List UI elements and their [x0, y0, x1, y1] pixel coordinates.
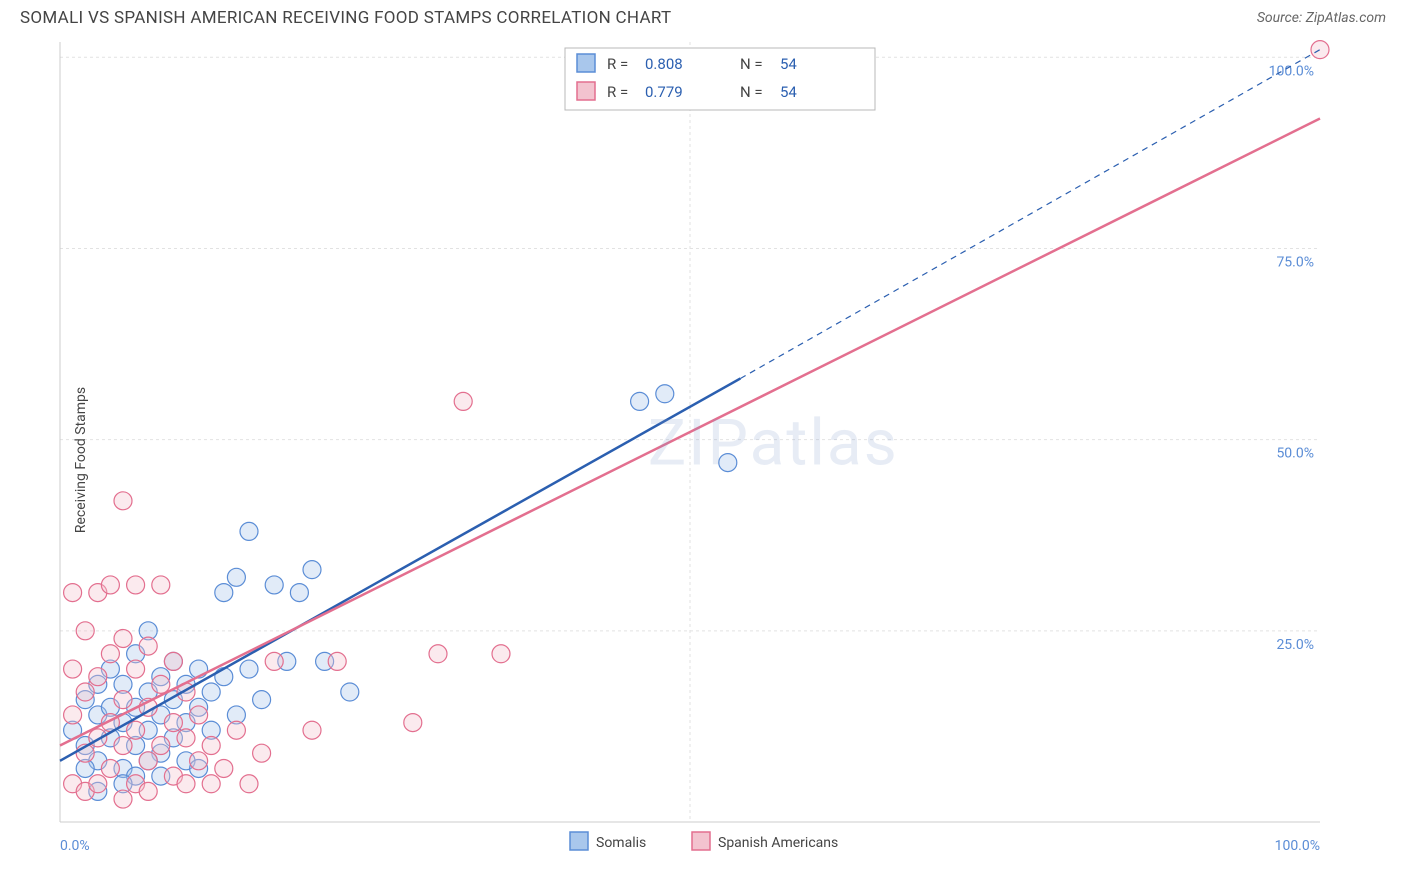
stats-n-label: N = [740, 83, 763, 101]
trend-line [60, 378, 740, 760]
data-point [202, 775, 220, 793]
data-point [114, 629, 132, 647]
data-point [114, 737, 132, 755]
data-point [290, 584, 308, 602]
data-point [139, 752, 157, 770]
data-point [631, 392, 649, 410]
data-point [190, 706, 208, 724]
stats-n-label: N = [740, 55, 763, 73]
data-point [253, 691, 271, 709]
data-point [429, 645, 447, 663]
data-point [139, 782, 157, 800]
data-point [164, 714, 182, 732]
data-point [404, 714, 422, 732]
data-point [454, 392, 472, 410]
data-point [240, 775, 258, 793]
stats-n-value: 54 [780, 83, 797, 101]
source-label: Source: ZipAtlas.com [1257, 10, 1386, 26]
data-point [240, 660, 258, 678]
data-point [64, 706, 82, 724]
y-tick-label: 75.0% [1276, 254, 1314, 270]
data-point [328, 652, 346, 670]
data-point [127, 721, 145, 739]
data-point [303, 721, 321, 739]
data-point [152, 737, 170, 755]
stats-r-value: 0.808 [645, 55, 683, 73]
data-point [341, 683, 359, 701]
data-point [89, 775, 107, 793]
data-point [76, 683, 94, 701]
data-point [215, 668, 233, 686]
data-point [139, 637, 157, 655]
y-tick-label: 25.0% [1276, 637, 1314, 653]
data-point [152, 675, 170, 693]
data-point [303, 561, 321, 579]
data-point [656, 385, 674, 403]
x-tick-label: 100.0% [1275, 838, 1320, 854]
chart-container: Receiving Food Stamps ZIPatlas 25.0%50.0… [0, 32, 1406, 888]
data-point [240, 522, 258, 540]
stats-r-label: R = [607, 55, 628, 73]
data-point [227, 568, 245, 586]
data-point [202, 683, 220, 701]
data-point [114, 492, 132, 510]
data-point [719, 454, 737, 472]
y-axis-label: Receiving Food Stamps [73, 387, 89, 533]
data-point [101, 576, 119, 594]
y-tick-label: 100.0% [1269, 63, 1314, 79]
data-point [164, 652, 182, 670]
stats-r-label: R = [607, 83, 628, 101]
data-point [127, 576, 145, 594]
data-point [127, 660, 145, 678]
data-point [202, 737, 220, 755]
stats-swatch [577, 54, 595, 72]
data-point [265, 652, 283, 670]
data-point [265, 576, 283, 594]
data-point [1311, 41, 1329, 59]
scatter-chart: 25.0% 50.0% 75.0% 100.0% 0.0% 100.0% Somalis Sp… [0, 32, 1406, 888]
stats-n-value: 54 [780, 55, 797, 73]
x-tick-label: 0.0% [60, 838, 90, 854]
stats-r-value: 0.779 [645, 83, 683, 101]
data-point [101, 645, 119, 663]
legend-label: Somalis [596, 835, 646, 851]
legend-swatch [692, 832, 710, 850]
stats-swatch [577, 82, 595, 100]
data-point [215, 759, 233, 777]
y-tick-label: 50.0% [1276, 446, 1314, 462]
data-point [492, 645, 510, 663]
data-point [190, 752, 208, 770]
data-point [253, 744, 271, 762]
data-point [89, 668, 107, 686]
data-point [152, 576, 170, 594]
data-point [177, 775, 195, 793]
data-point [215, 584, 233, 602]
legend-swatch [570, 832, 588, 850]
chart-title: SOMALI VS SPANISH AMERICAN RECEIVING FOO… [20, 8, 671, 28]
data-point [64, 584, 82, 602]
data-point [76, 622, 94, 640]
data-point [64, 660, 82, 678]
data-point [227, 721, 245, 739]
data-point [114, 790, 132, 808]
data-point [114, 691, 132, 709]
data-point [101, 759, 119, 777]
data-point [177, 729, 195, 747]
legend-label: Spanish Americans [718, 835, 838, 851]
